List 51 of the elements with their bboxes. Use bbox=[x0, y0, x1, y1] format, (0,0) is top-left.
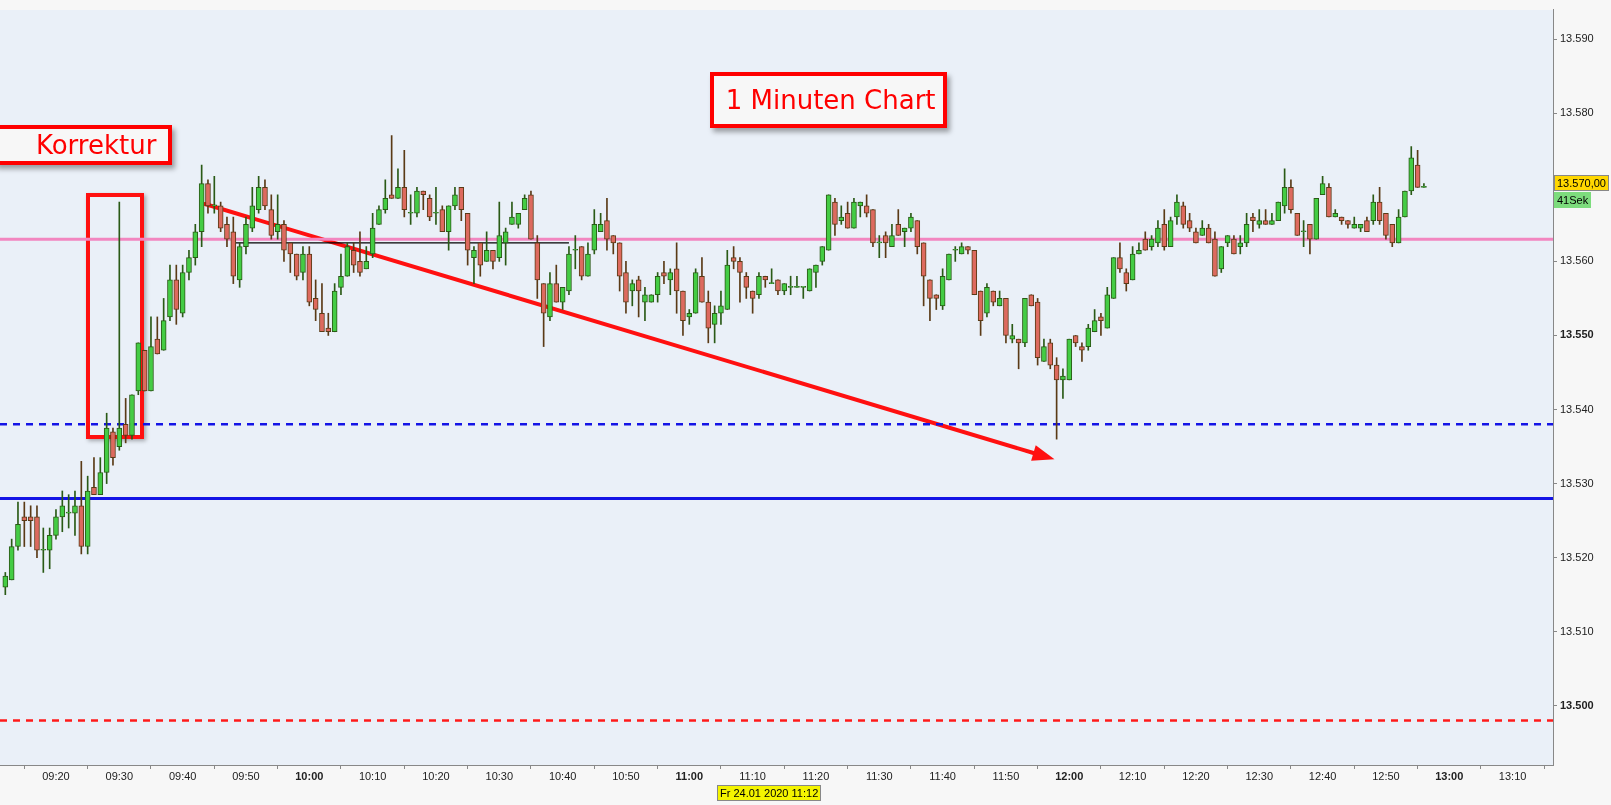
y-tick-label: 13.580 bbox=[1560, 106, 1594, 119]
text: Fr 24.01 2020 11:12 bbox=[717, 785, 822, 801]
x-tick-label: 11:20 bbox=[802, 769, 830, 782]
candlestick bbox=[357, 231, 363, 277]
y-tick-label: 13.550 bbox=[1560, 328, 1594, 341]
x-tick-label: 11:40 bbox=[929, 769, 956, 782]
x-tick-label: 10:40 bbox=[548, 769, 577, 782]
x-tick-label: 10:20 bbox=[422, 769, 450, 782]
y-tick-label: 13.540 bbox=[1560, 402, 1594, 415]
x-tick-label: 10:30 bbox=[485, 769, 514, 782]
x-tick-label: 12:30 bbox=[1245, 769, 1274, 782]
x-tick-label: 10:00 bbox=[295, 769, 324, 782]
x-tick-label: 12:00 bbox=[1055, 769, 1084, 782]
x-tick-label: 13:10 bbox=[1498, 769, 1527, 782]
candlestick bbox=[794, 275, 800, 288]
candlestick bbox=[116, 201, 123, 451]
candlestick bbox=[471, 246, 477, 284]
y-tick-label: 13.590 bbox=[1560, 32, 1594, 45]
text: 41Sek bbox=[1554, 191, 1592, 208]
x-tick-label: 09:20 bbox=[42, 769, 70, 782]
x-tick-label: 12:50 bbox=[1372, 769, 1400, 782]
candlestick bbox=[876, 235, 883, 259]
x-tick-label: 13:00 bbox=[1435, 769, 1464, 782]
x-tick-label: 09:40 bbox=[168, 769, 197, 782]
y-tick-label: 13.530 bbox=[1560, 476, 1594, 489]
x-tick-label: 12:40 bbox=[1308, 769, 1337, 782]
candlestick bbox=[433, 187, 439, 225]
x-tick-label: 11:30 bbox=[865, 769, 893, 782]
candlestick bbox=[718, 290, 724, 325]
x-tick-label: 12:20 bbox=[1182, 769, 1210, 782]
y-tick-label: 13.560 bbox=[1560, 254, 1594, 267]
candlestick bbox=[72, 490, 78, 536]
candlestick bbox=[211, 175, 218, 214]
y-tick-label: 13.520 bbox=[1560, 550, 1594, 563]
x-tick-label: 12:10 bbox=[1118, 769, 1147, 782]
x-tick-label: 10:10 bbox=[358, 769, 387, 782]
x-tick-label: 09:50 bbox=[232, 769, 260, 782]
x-tick-label: 09:30 bbox=[105, 769, 134, 782]
annotation: 1 Minuten Chart bbox=[709, 71, 948, 129]
y-tick-label: 13.500 bbox=[1560, 698, 1594, 711]
x-tick-label: 11:10 bbox=[739, 769, 766, 782]
x-tick-label: 11:00 bbox=[675, 769, 704, 782]
candlestick bbox=[642, 286, 648, 321]
candlestick bbox=[661, 261, 667, 284]
annotation: Korrektur bbox=[0, 125, 173, 166]
candlestick bbox=[572, 235, 579, 270]
x-tick-label: 11:50 bbox=[992, 769, 1020, 782]
y-tick-label: 13.510 bbox=[1560, 624, 1594, 637]
text: 13.570,00 bbox=[1554, 174, 1609, 191]
candlestick bbox=[91, 457, 97, 496]
x-tick-label: 10:50 bbox=[612, 769, 640, 782]
